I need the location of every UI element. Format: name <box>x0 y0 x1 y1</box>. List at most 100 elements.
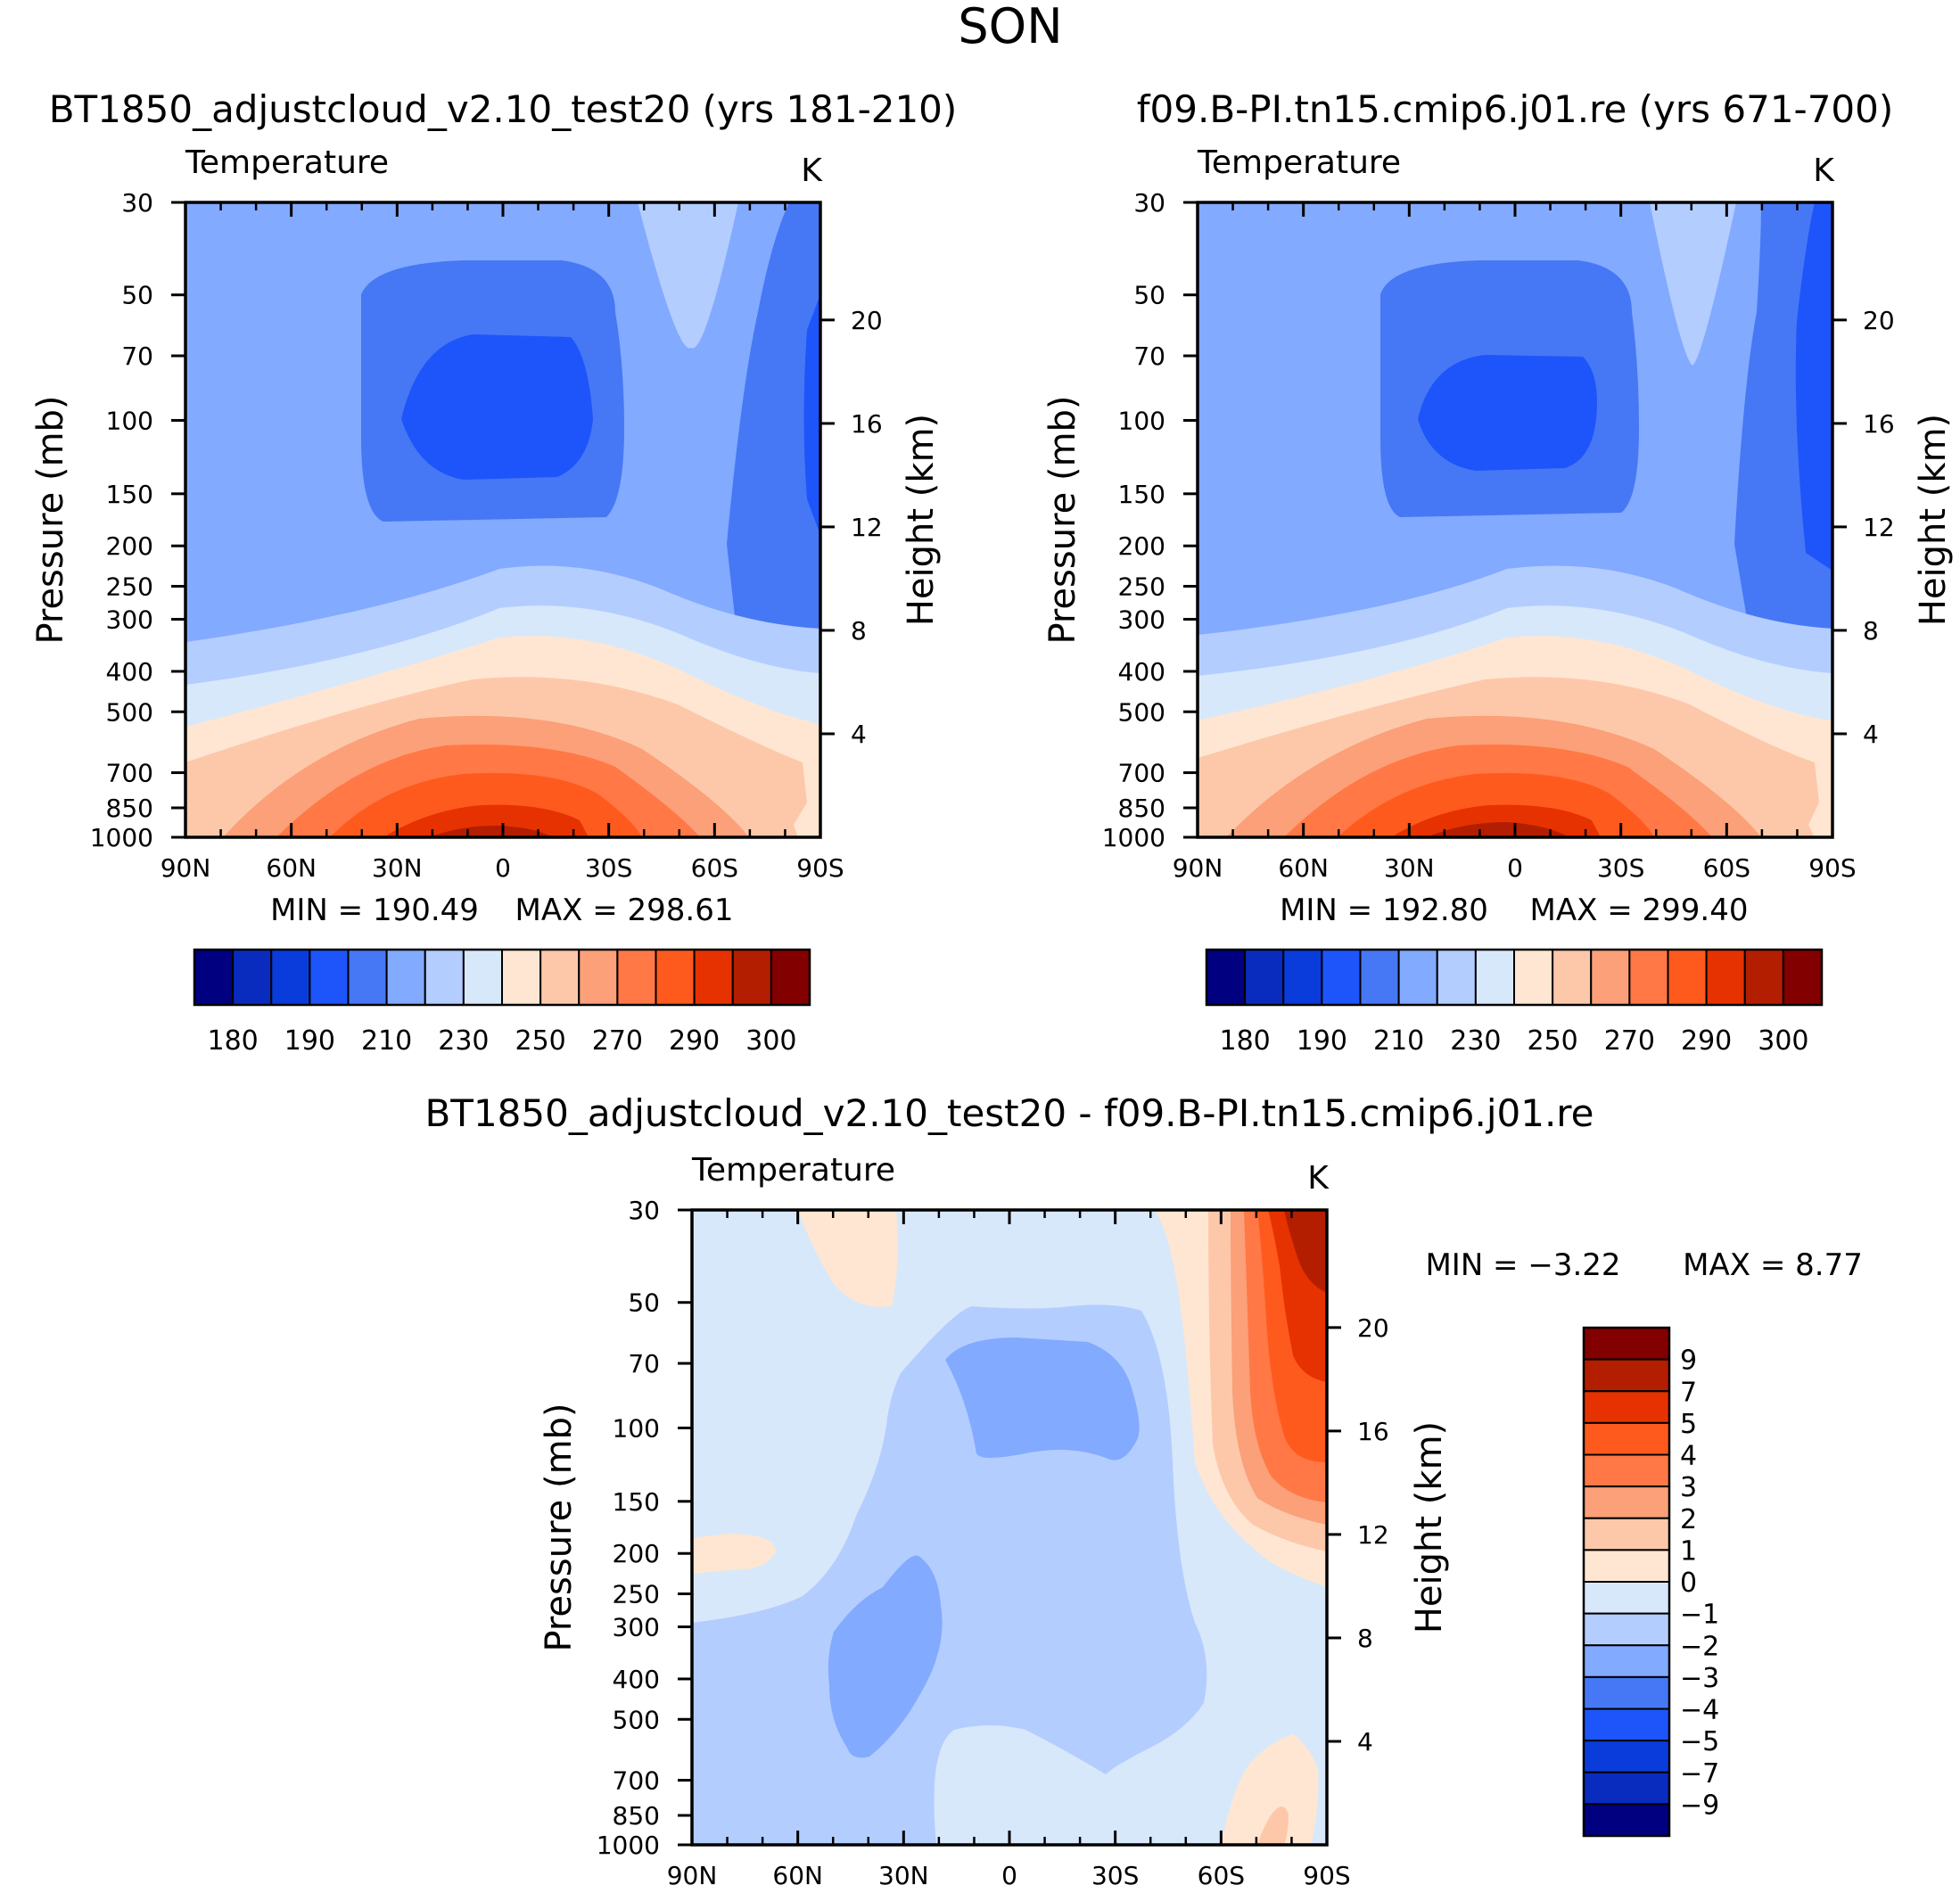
colorbar-box <box>232 949 273 1006</box>
y-tick-label: 30 <box>628 1196 660 1225</box>
contour-fill-210-polar <box>803 294 820 535</box>
colorbar-box <box>1583 1581 1670 1615</box>
y2-tick-label: 16 <box>1357 1417 1389 1446</box>
panel-difference-max: MAX = 8.77 <box>1683 1247 1863 1283</box>
colorbar-label: 270 <box>592 1025 643 1057</box>
panel-difference-axes: 90N 60N 30N 0 30S 60S 90S 30 50 70 100 150 200 250 300… <box>597 1196 1389 1890</box>
y-tick-label: 100 <box>1118 406 1165 435</box>
x-tick-label: 90S <box>1808 853 1856 883</box>
panel-difference-ylabel2: Height (km) <box>1409 1421 1450 1634</box>
panel-reference-contours <box>1198 202 1832 837</box>
panel-control-title: BT1850_adjustcloud_v2.10_test20 (yrs 181… <box>49 87 958 131</box>
y2-tick-label: 8 <box>1357 1624 1373 1653</box>
y2-tick-label: 20 <box>1357 1313 1389 1343</box>
figure-title: SON <box>958 0 1062 54</box>
colorbar-box <box>424 949 465 1006</box>
y2-tick-label: 16 <box>851 409 883 439</box>
y2-tick-label: 8 <box>1863 616 1879 646</box>
colorbar-label: 3 <box>1680 1472 1697 1503</box>
y-tick-label: 250 <box>613 1580 660 1609</box>
y-tick-label: 70 <box>628 1349 660 1378</box>
x-tick-label: 90N <box>1173 853 1223 883</box>
x-tick-label: 30N <box>372 853 423 883</box>
y-tick-label: 400 <box>1118 657 1165 687</box>
colorbar-box <box>578 949 619 1006</box>
colorbar-box <box>1583 1612 1670 1647</box>
panel-difference-title: BT1850_adjustcloud_v2.10_test20 - f09.B-… <box>424 1091 1594 1135</box>
colorbar-label: −7 <box>1680 1758 1719 1790</box>
y2-tick-label: 20 <box>1863 306 1895 335</box>
colorbar-box <box>1667 949 1708 1006</box>
y-tick-label: 850 <box>613 1801 660 1831</box>
colorbar-label: 300 <box>1758 1025 1808 1057</box>
panel-control-max: MAX = 298.61 <box>515 893 734 928</box>
panel-reference-left-label: Temperature <box>1197 144 1401 181</box>
y-tick-label: 100 <box>106 406 153 435</box>
y-tick-label: 30 <box>121 188 153 218</box>
colorbar-box <box>655 949 696 1006</box>
x-tick-label: 90N <box>667 1861 718 1890</box>
panel-control-min: MIN = 190.49 <box>270 893 479 928</box>
y-tick-label: 400 <box>106 657 153 687</box>
y-tick-label: 850 <box>1118 794 1165 823</box>
x-tick-label: 30S <box>1597 853 1644 883</box>
colorbar-box <box>693 949 734 1006</box>
contour-fill-1-to-2-surface-polar <box>1257 1806 1289 1845</box>
x-tick-label: 30S <box>585 853 632 883</box>
y-tick-label: 50 <box>1133 281 1165 310</box>
y-tick-label: 700 <box>106 759 153 788</box>
colorbar-frame <box>193 948 811 1007</box>
colorbar-label: 180 <box>1219 1025 1270 1057</box>
x-tick-label: 60N <box>266 853 317 883</box>
x-tick-label: 90S <box>796 853 844 883</box>
panel-difference-min: MIN = −3.22 <box>1425 1247 1620 1283</box>
colorbar-box <box>1436 949 1477 1006</box>
x-tick-label: 30N <box>878 1861 929 1890</box>
contour-fill-210-polar <box>1795 202 1832 571</box>
y-tick-label: 250 <box>1118 572 1165 602</box>
colorbar-label: 270 <box>1604 1025 1655 1057</box>
colorbar-box <box>1705 949 1746 1006</box>
colorbar-box <box>385 949 426 1006</box>
colorbar-box <box>1782 949 1823 1006</box>
y-tick-label: 200 <box>1118 531 1165 561</box>
contour-fill-210-tropical <box>1418 355 1597 471</box>
x-tick-label: 60N <box>1278 853 1329 883</box>
colorbar-box <box>1513 949 1554 1006</box>
colorbar-label: 290 <box>1681 1025 1732 1057</box>
x-tick-label: 30N <box>1384 853 1435 883</box>
x-tick-label: 90N <box>161 853 211 883</box>
contour-fill-7-to-9-polar <box>1284 1210 1327 1293</box>
colorbar-box <box>1583 1803 1670 1837</box>
colorbar-box <box>1590 949 1631 1006</box>
colorbar-box <box>731 949 772 1006</box>
colorbar-label: −1 <box>1680 1600 1719 1631</box>
colorbar-box <box>616 949 657 1006</box>
y-tick-label: 1000 <box>90 823 153 852</box>
colorbar-box <box>1583 1644 1670 1678</box>
y-tick-label: 300 <box>106 605 153 635</box>
colorbar-box <box>1244 949 1285 1006</box>
colorbar-box <box>1583 1708 1670 1742</box>
colorbar-box <box>1474 949 1515 1006</box>
colorbar-box <box>1359 949 1400 1006</box>
colorbar-label: 190 <box>284 1025 335 1057</box>
colorbar-box <box>1321 949 1362 1006</box>
colorbar-box <box>347 949 388 1006</box>
colorbar-label: 230 <box>438 1025 489 1057</box>
colorbar-label: −4 <box>1680 1695 1719 1726</box>
contour-fill-298-band <box>1427 822 1569 837</box>
colorbar-box <box>1628 949 1669 1006</box>
panel-control: BT1850_adjustcloud_v2.10_test20 (yrs 181… <box>30 87 957 1057</box>
y-tick-label: 150 <box>1118 480 1165 509</box>
colorbar-label: 210 <box>361 1025 412 1057</box>
colorbar-label: 0 <box>1680 1568 1697 1599</box>
contour-fill-220-polar <box>727 202 820 642</box>
panel-reference-units: K <box>1813 152 1835 189</box>
y2-tick-label: 4 <box>851 720 867 749</box>
colorbar-label: 180 <box>207 1025 258 1057</box>
y-tick-label: 250 <box>106 572 153 602</box>
x-tick-label: 0 <box>495 853 511 883</box>
